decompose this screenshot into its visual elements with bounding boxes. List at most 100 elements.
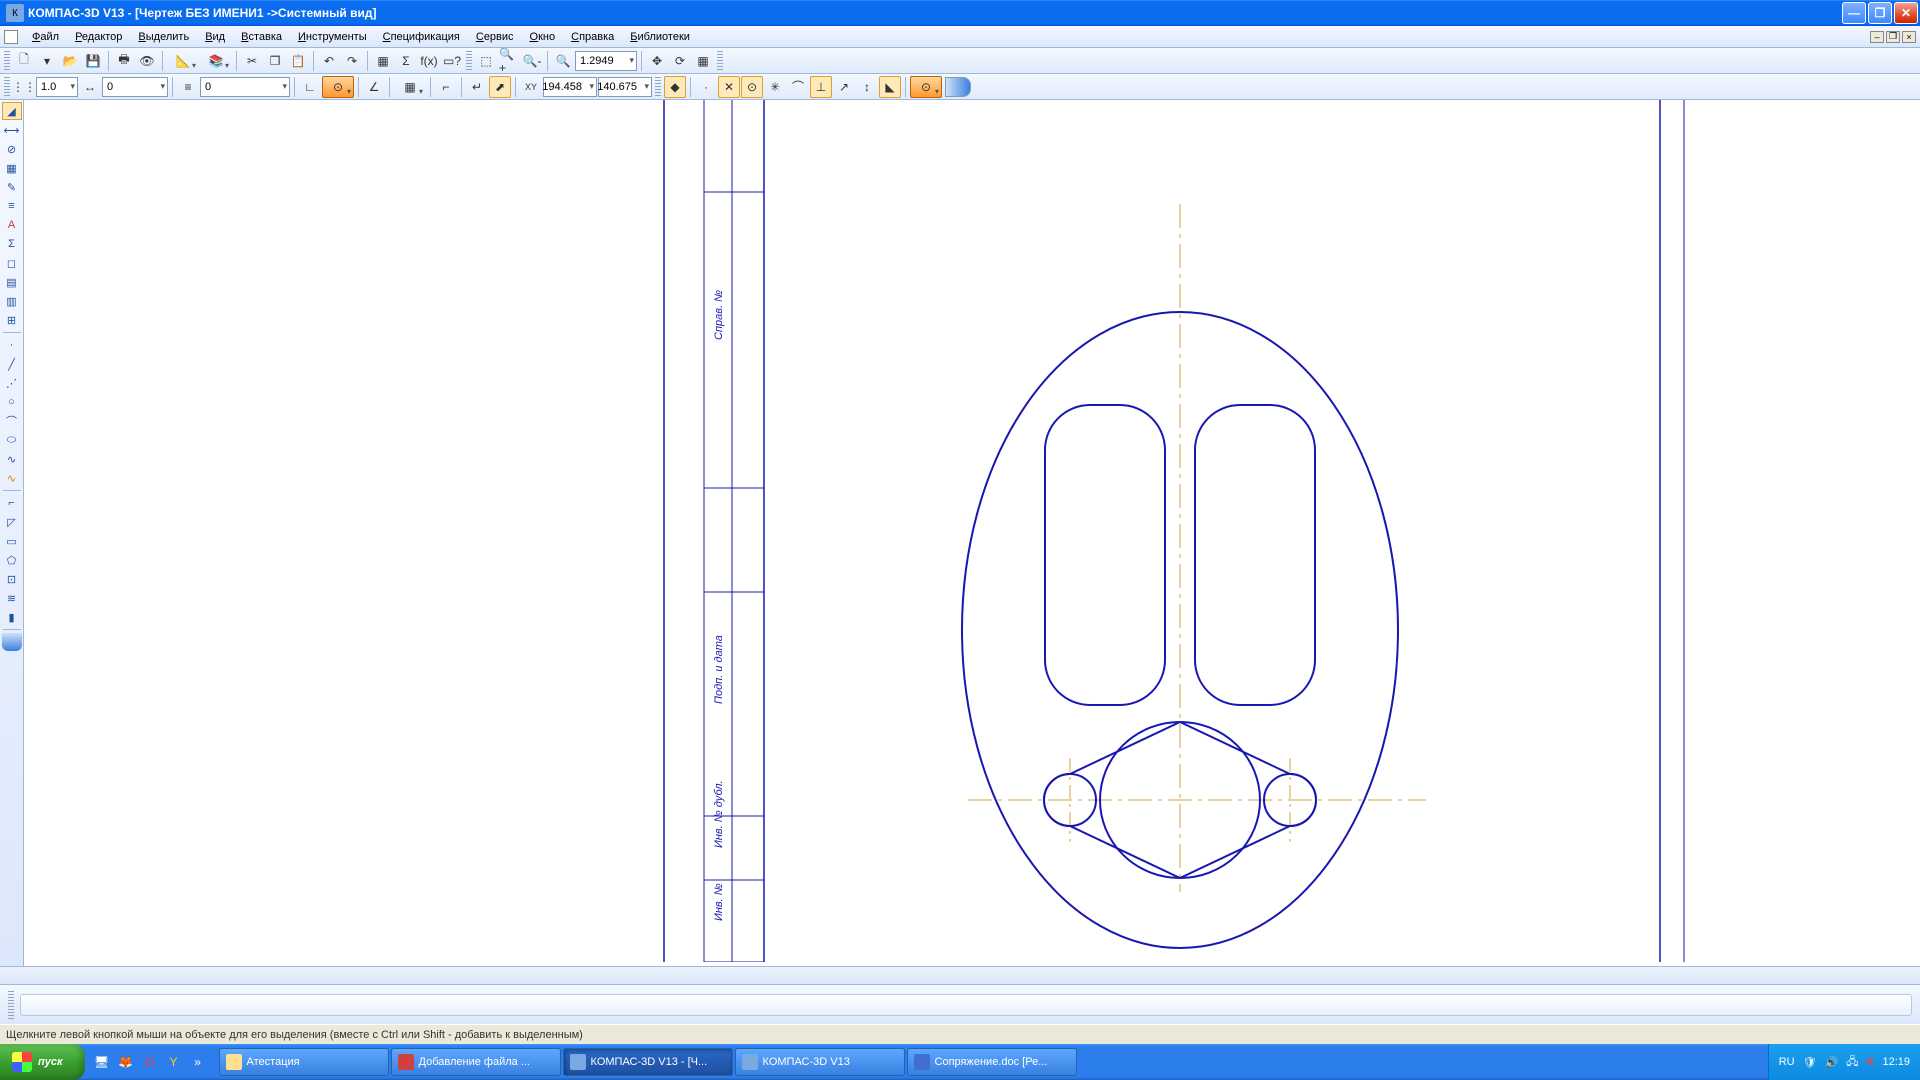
insert-tool[interactable]: ⊞ [2,311,22,329]
open-button[interactable]: 📂 [59,50,81,72]
tray-shield-icon[interactable]: 🛡 [1803,1056,1817,1069]
library-dd-button[interactable]: 📚 [200,50,232,72]
ellipse-tool[interactable]: ⬭ [2,431,22,449]
snap-angle-button[interactable]: ◣ [879,76,901,98]
pan-button[interactable]: ✥ [646,50,668,72]
spline-tool[interactable]: ∿ [2,450,22,468]
model-dd-button[interactable]: 📐 [167,50,199,72]
zoom-in-button[interactable]: 🔍+ [498,50,520,72]
start-button[interactable]: пуск [0,1044,85,1080]
zoom-combo[interactable]: 1.2949 [575,51,637,71]
task-button[interactable]: Сопряжение.doc [Ре... [907,1048,1077,1076]
spec-tool[interactable]: ▤ [2,273,22,291]
autoline-tool[interactable]: ∿ [2,469,22,487]
rebuild-button[interactable]: ⟳ [669,50,691,72]
symbols-tool[interactable]: ⊘ [2,140,22,158]
rect-tool[interactable]: ▭ [2,532,22,550]
menu-insert[interactable]: Вставка [233,29,290,45]
lock-step-button[interactable]: ↔ [79,76,101,98]
snap-point-button[interactable]: · [695,76,717,98]
grip[interactable] [4,77,10,97]
snap-nearest-button[interactable]: ↗ [833,76,855,98]
paste-button[interactable]: 📋 [287,50,309,72]
maximize-button[interactable]: ❐ [1868,2,1892,24]
grip[interactable] [655,77,661,97]
coord-y-field[interactable]: 140.675 [598,77,652,97]
angle-combo[interactable]: 0 [102,77,168,97]
edit-tool[interactable]: ✎ [2,178,22,196]
preview-button[interactable]: 👁 [136,50,158,72]
step-combo[interactable]: 1.0 [36,77,78,97]
close-button[interactable]: ✕ [1894,2,1918,24]
mdi-restore-button[interactable]: ❐ [1886,31,1900,43]
snap-perp-button[interactable]: ⊥ [810,76,832,98]
task-button[interactable]: КОМПАС-3D V13 - [Ч... [563,1048,733,1076]
mdi-minimize-button[interactable]: – [1870,31,1884,43]
redo-button[interactable]: ↷ [341,50,363,72]
grip[interactable] [4,51,10,71]
fill-tool[interactable]: ▮ [2,608,22,626]
drawing-canvas[interactable]: Справ. №Подп. и датаИнв. № дубл.Инв. № [24,100,1920,966]
grip[interactable] [466,51,472,71]
cut-button[interactable]: ✂ [241,50,263,72]
measure-tool[interactable]: Σ [2,235,22,253]
snap-grid-button[interactable]: ↕ [856,76,878,98]
reports-tool[interactable]: ▥ [2,292,22,310]
save-button[interactable]: 💾 [82,50,104,72]
style-button[interactable]: ≡ [177,76,199,98]
variables-button[interactable]: Σ [395,50,417,72]
panel-grip[interactable] [8,991,14,1019]
snap-config-button[interactable]: ⊙ [910,76,942,98]
tray-network-icon[interactable]: 🖧 [1846,1053,1858,1072]
polygon-tool[interactable]: ⬠ [2,551,22,569]
tray-clock[interactable]: 12:19 [1882,1056,1910,1068]
ql-desktop-icon[interactable]: 🖥 [91,1051,113,1073]
system-tray[interactable]: RU 🛡 🔊 🖧 K 12:19 [1768,1044,1920,1080]
params-tool[interactable]: ≡ [2,197,22,215]
tray-volume-icon[interactable]: 🔊 [1825,1056,1839,1069]
zoom-window-button[interactable]: 🔍 [552,50,574,72]
chamfer-tool[interactable]: ◸ [2,513,22,531]
zoom-out-button[interactable]: 🔍- [521,50,543,72]
horizontal-scrollbar[interactable] [0,966,1920,984]
point-tool[interactable]: · [2,336,22,354]
menu-tools[interactable]: Инструменты [290,29,375,45]
collect-tool[interactable]: ⊡ [2,570,22,588]
menu-spec[interactable]: Спецификация [375,29,468,45]
menu-libraries[interactable]: Библиотеки [622,29,698,45]
aux-line-tool[interactable]: ⋰ [2,374,22,392]
ql-firefox-icon[interactable]: 🦊 [115,1051,137,1073]
ql-more-icon[interactable]: » [187,1051,209,1073]
grip[interactable] [717,51,723,71]
copy-button[interactable]: ❐ [264,50,286,72]
select-tool[interactable]: ◻ [2,254,22,272]
mdi-close-button[interactable]: × [1902,31,1916,43]
menu-view[interactable]: Вид [197,29,233,45]
ql-yandex-icon[interactable]: Y [163,1051,185,1073]
local-cs-button[interactable]: ⌐ [435,76,457,98]
coord-x-field[interactable]: 194.458 [543,77,597,97]
refresh-button[interactable]: ▦ [692,50,714,72]
arc-tool[interactable]: ⌒ [2,412,22,430]
grid-dd-button[interactable]: ▦ [394,76,426,98]
whatsthis-button[interactable]: ▭? [441,50,463,72]
snap-global-button[interactable]: ◆ [664,76,686,98]
ql-opera-icon[interactable]: O [139,1051,161,1073]
menu-editor[interactable]: Редактор [67,29,130,45]
menu-window[interactable]: Окно [522,29,564,45]
zoom-all-button[interactable]: ⬚ [475,50,497,72]
ortho-mode-button[interactable]: ⬈ [489,76,511,98]
round-button[interactable]: ↵ [466,76,488,98]
ortho-button[interactable]: ∟ [299,76,321,98]
layer-combo[interactable]: 0 [200,77,290,97]
equidistant-tool[interactable]: ≋ [2,589,22,607]
menu-service[interactable]: Сервис [468,29,522,45]
line-tool[interactable]: ╱ [2,355,22,373]
dimensions-tool[interactable]: ⟷ [2,121,22,139]
task-button[interactable]: Атестация [219,1048,389,1076]
properties-button[interactable]: ▦ [372,50,394,72]
tray-lang[interactable]: RU [1779,1056,1795,1068]
snap-mid-button[interactable]: ✕ [718,76,740,98]
new-button[interactable]: 🗋 [13,50,35,72]
circle-tool[interactable]: ○ [2,393,22,411]
